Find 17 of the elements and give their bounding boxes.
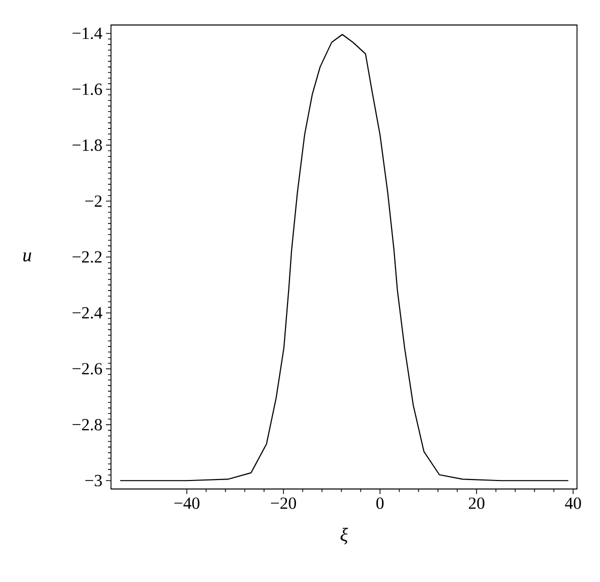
x-tick-label: 0	[376, 498, 384, 509]
y-tick-label: −2.2	[72, 251, 102, 263]
x-tick-label: 40	[565, 498, 581, 509]
x-tick-label: −40	[174, 498, 200, 509]
y-tick-label: −2.8	[72, 418, 102, 430]
x-axis-title: ξ	[340, 528, 348, 544]
y-tick-label: −2.6	[72, 363, 102, 375]
y-axis-title: u	[23, 252, 32, 262]
x-tick-label: 20	[468, 498, 484, 509]
y-tick-label: −2.4	[72, 307, 102, 319]
x-tick-label: −20	[270, 498, 296, 509]
y-tick-label: −3	[85, 474, 102, 486]
line-series	[120, 34, 569, 482]
y-tick-label: −1.8	[72, 139, 102, 151]
y-tick-label: −2	[85, 195, 102, 207]
y-tick-label: −1.4	[72, 28, 102, 40]
y-tick-label: −1.6	[72, 84, 102, 96]
